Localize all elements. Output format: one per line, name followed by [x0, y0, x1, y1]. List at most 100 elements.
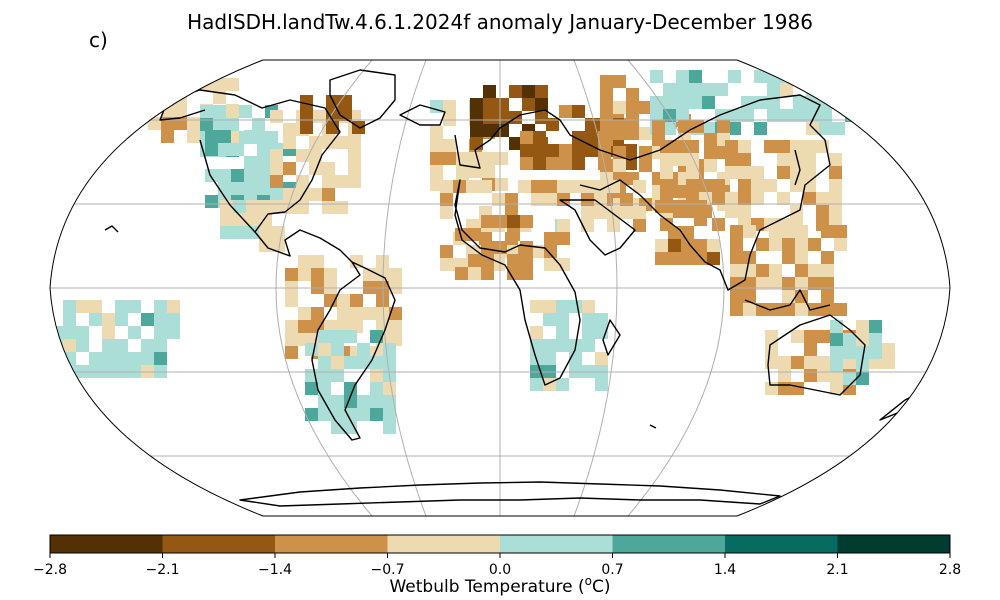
colorbar-tick-label: −0.7 — [371, 562, 405, 578]
panel-label: c) — [89, 28, 108, 52]
grid-cell — [626, 88, 639, 101]
grid-cell — [311, 307, 324, 320]
grid-cell — [568, 180, 581, 193]
grid-cell — [167, 300, 180, 313]
grid-cell — [663, 83, 676, 96]
grid-cell — [556, 313, 569, 326]
grid-cell — [663, 122, 676, 135]
grid-cell — [725, 153, 738, 166]
grid-cell — [205, 169, 218, 182]
grid-cell — [520, 144, 533, 157]
grid-cell — [546, 118, 559, 131]
grid-cell — [556, 326, 569, 339]
grid-cell — [531, 180, 544, 193]
grid-cell — [466, 180, 479, 193]
grid-cell — [456, 165, 469, 178]
grid-cell — [572, 144, 585, 157]
grid-cell — [370, 395, 383, 408]
grid-cell — [778, 382, 791, 395]
colorbar-tick-label: 2.8 — [939, 562, 961, 578]
grid-cell — [556, 300, 569, 313]
grid-cell — [725, 166, 738, 179]
grid-cell — [804, 369, 817, 382]
grid-cell — [845, 96, 858, 109]
grid-cell — [803, 166, 816, 179]
grid-cell — [481, 267, 494, 280]
grid-cell — [725, 192, 738, 205]
grid-cell — [324, 268, 337, 281]
grid-cell — [283, 123, 296, 136]
grid-cell — [483, 98, 496, 111]
grid-cell — [348, 136, 361, 149]
grid-cell — [252, 118, 265, 131]
grid-cell — [50, 365, 63, 378]
grid-cell — [832, 96, 845, 109]
grid-cell — [676, 109, 689, 122]
grid-cell — [533, 157, 546, 170]
grid-cell — [300, 95, 313, 108]
grid-cell — [765, 356, 778, 369]
grid-cell — [305, 408, 318, 421]
grid-cell — [594, 180, 607, 193]
grid-cell — [226, 118, 239, 131]
grid-cell — [730, 290, 743, 303]
grid-cell — [518, 180, 531, 193]
grid-cell — [309, 188, 322, 201]
grid-cell — [440, 258, 453, 271]
grid-cell — [712, 179, 725, 192]
grid-cell — [676, 83, 689, 96]
grid-cell — [154, 313, 167, 326]
grid-cell — [543, 339, 556, 352]
grid-cell — [795, 277, 808, 290]
grid-cell — [832, 70, 845, 83]
grid-cell — [530, 300, 543, 313]
grid-cell — [259, 226, 272, 239]
grid-cell — [769, 225, 782, 238]
grid-cell — [582, 313, 595, 326]
grid-cell — [389, 320, 402, 333]
grid-cell — [272, 226, 285, 239]
grid-cell — [318, 330, 331, 343]
grid-cell — [678, 120, 691, 133]
grid-cell — [244, 130, 257, 143]
grid-cell — [244, 156, 257, 169]
grid-cell — [522, 85, 535, 98]
grid-cell — [803, 153, 816, 166]
grid-cell — [135, 104, 148, 117]
grid-cell — [509, 85, 522, 98]
grid-cell — [350, 320, 363, 333]
grid-cell — [751, 166, 764, 179]
grid-cell — [738, 205, 751, 218]
grid-cell — [265, 131, 278, 144]
grid-cell — [544, 245, 557, 258]
grid-cell — [283, 136, 296, 149]
colorbar-ticks: −2.8 −2.1 −1.4 −0.7 0.0 0.7 1.4 2.1 2.8 — [33, 553, 961, 578]
colorbar-bin-6 — [725, 535, 838, 553]
colorbar-bin-7 — [837, 535, 950, 553]
grid-cell — [668, 200, 681, 213]
grid-cell — [869, 333, 882, 346]
grid-cell — [318, 382, 331, 395]
grid-cell — [63, 300, 76, 313]
grid-cell — [572, 105, 585, 118]
grid-cell — [530, 378, 543, 391]
grid-cell — [285, 320, 298, 333]
grid-cell — [318, 408, 331, 421]
grid-cell — [546, 157, 559, 170]
grid-cell — [285, 268, 298, 281]
grid-cell — [856, 359, 869, 372]
grid-cell — [200, 78, 213, 91]
grid-cell — [331, 395, 344, 408]
grid-cell — [300, 121, 313, 134]
grid-cell — [376, 294, 389, 307]
grid-cell — [257, 169, 270, 182]
grid-cell — [613, 75, 626, 88]
grid-cell — [161, 91, 174, 104]
grid-cell — [756, 277, 769, 290]
grid-cell — [272, 200, 285, 213]
grid-cell — [543, 313, 556, 326]
grid-cell — [455, 228, 468, 241]
coastlines — [104, 69, 916, 507]
grid-cell — [829, 179, 842, 192]
grid-cell — [520, 157, 533, 170]
